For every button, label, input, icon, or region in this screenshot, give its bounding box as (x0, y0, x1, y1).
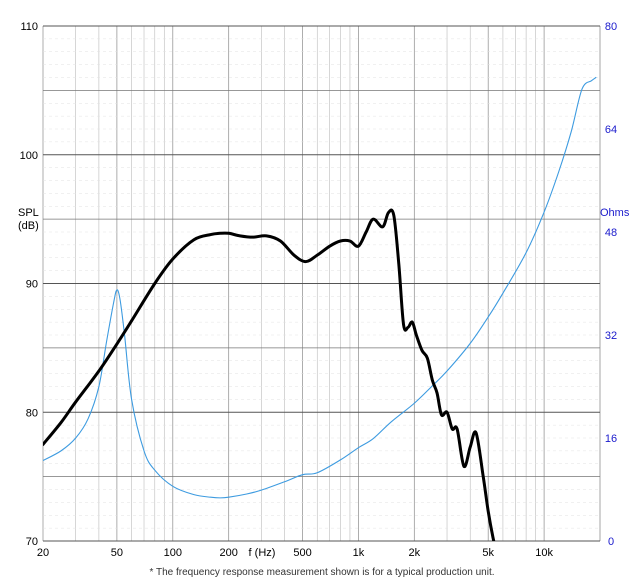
y2-tick-label: 32 (605, 330, 617, 342)
y2-axis-label: Ohms (600, 207, 630, 219)
y-tick-label: 100 (20, 150, 38, 162)
y2-tick-label: 80 (605, 21, 617, 33)
y-axis-label-line1: SPL (18, 207, 39, 219)
impedance-curve (43, 76, 597, 499)
series-layer (43, 76, 597, 541)
x-tick-label: 50 (111, 547, 123, 559)
x-tick-label: 2k (409, 547, 421, 559)
y-tick-label: 80 (26, 407, 38, 419)
tick-labels: 70 80 90 100 110 0 16 32 48 64 80 20 50 100 200 500 1k 2k… (20, 21, 617, 559)
y-tick-label: 90 (26, 279, 38, 291)
y-tick-label: 110 (20, 21, 38, 33)
spl-curve (43, 208, 496, 541)
x-tick-label: 5k (482, 547, 494, 559)
x-tick-label: 10k (535, 547, 553, 559)
y2-tick-label: 0 (608, 536, 614, 548)
y2-tick-label: 64 (605, 124, 617, 136)
x-tick-label: 100 (164, 547, 182, 559)
y-axis-label-line2: (dB) (18, 220, 39, 232)
x-tick-label: 1k (353, 547, 365, 559)
grid (42, 25, 601, 542)
x-axis-label: f (Hz) (249, 547, 276, 559)
y-tick-label: 70 (26, 536, 38, 548)
x-tick-label: 200 (219, 547, 237, 559)
y2-tick-label: 48 (605, 227, 617, 239)
x-tick-label: 500 (293, 547, 311, 559)
y2-tick-label: 16 (605, 433, 617, 445)
footnote: * The frequency response measurement sho… (149, 567, 495, 578)
x-tick-label: 20 (37, 547, 49, 559)
